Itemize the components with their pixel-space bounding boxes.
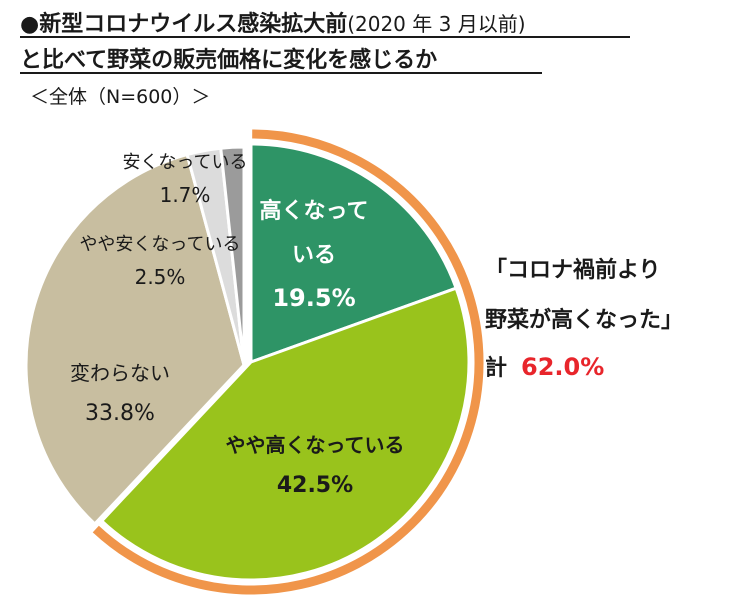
slice-value-label: 42.5% [277,473,353,498]
callout-line1: 「コロナ禍前より [485,258,661,283]
chart-title: ●新型コロナウイルス感染拡大前(2020 年 3 月以前) [20,6,526,38]
callout-line2: 野菜が高くなった」 [485,308,684,333]
title-underline [20,72,542,74]
callout-total-value: 62.0% [521,353,605,381]
pie-slice [24,152,246,527]
slice-value-label: 19.5% [272,284,355,312]
callout-total: 計 62.0% [485,350,604,382]
pie-slice [249,142,459,365]
slice-label: やや安くなっている [79,234,240,255]
pie-slice [99,286,471,582]
slice-value-label: 2.5% [135,265,186,289]
chart-title-note: (2020 年 3 月以前) [347,12,526,36]
callout-total-label: 計 [485,356,508,381]
sample-size-label: ＜全体（N=600）＞ [30,86,211,108]
slice-label: 高くなっている [260,198,369,268]
chart-title-line2: と比べて野菜の販売価格に変化を感じるか [20,48,438,73]
highlight-bracket [92,129,484,595]
title-underline [20,36,630,38]
pie-slice [219,145,246,366]
slice-label: 安くなっている [122,152,247,173]
slice-value-label: 1.7% [160,183,211,207]
slice-label: 変わらない [70,361,170,385]
slice-label: やや高くなっている [226,433,405,457]
chart-title-main: ●新型コロナウイルス感染拡大前 [20,12,348,37]
slice-value-label: 33.8% [85,401,155,426]
